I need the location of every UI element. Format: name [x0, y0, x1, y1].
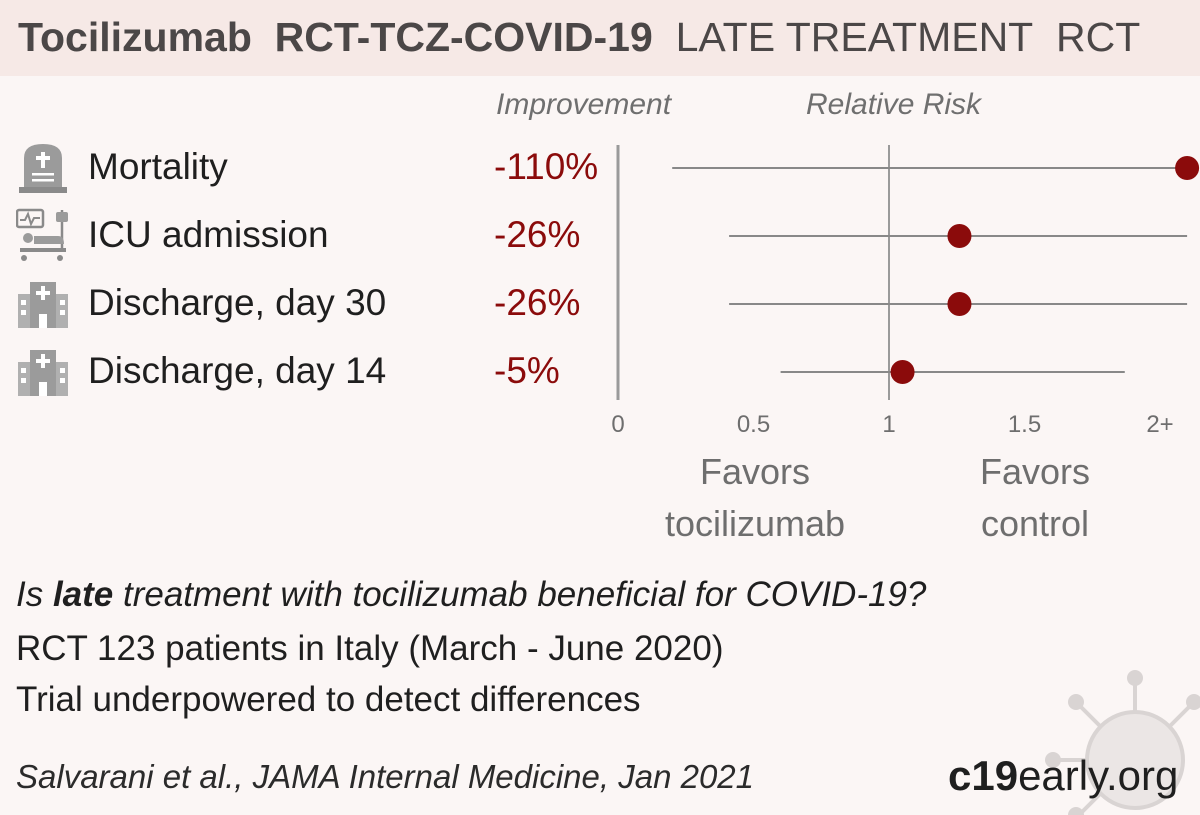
row-label-icu: ICU admission [88, 214, 329, 255]
point-estimate [947, 292, 972, 316]
icu-bed-icon [16, 208, 68, 261]
x-tick-label: 0.5 [737, 411, 770, 438]
virus-watermark-icon [1045, 670, 1200, 815]
improvement-icu: -26% [494, 214, 581, 255]
hospital-icon [18, 282, 68, 328]
improvement-discharge-30: -26% [494, 282, 581, 323]
x-tick-label: 1 [882, 411, 895, 438]
hospital-icon [18, 350, 68, 396]
power-note: Trial underpowered to detect differences [16, 680, 641, 719]
citation: Salvarani et al., JAMA Internal Medicine… [16, 758, 755, 795]
x-tick-label: 2+ [1146, 411, 1173, 438]
page-title: Tocilizumab RCT-TCZ-COVID-19 LATE TREATM… [18, 14, 1140, 61]
favors-left-label: Favors tocilizumab [664, 451, 846, 544]
row-label-discharge-14: Discharge, day 14 [88, 350, 387, 391]
improvement-header: Improvement [496, 88, 672, 121]
trial-summary: RCT 123 patients in Italy (March - June … [16, 629, 724, 668]
title-trial: RCT-TCZ-COVID-19 [274, 14, 653, 60]
row-label-mortality: Mortality [88, 146, 228, 187]
tombstone-icon [19, 144, 67, 193]
title-drug: Tocilizumab [18, 14, 252, 60]
relative-risk-header: Relative Risk [806, 88, 982, 121]
row-label-discharge-30: Discharge, day 30 [88, 282, 387, 323]
improvement-discharge-14: -5% [494, 350, 560, 391]
brand-logo: c19early.org [948, 752, 1179, 799]
header-bar: Tocilizumab RCT-TCZ-COVID-19 LATE TREATM… [0, 0, 1200, 76]
point-estimate [1175, 156, 1200, 180]
title-stage: LATE TREATMENT [675, 14, 1034, 60]
question-text: Is late treatment with tocilizumab benef… [16, 575, 927, 614]
x-tick-label: 0 [611, 411, 624, 438]
favors-right-label: Favors control [979, 451, 1091, 544]
point-estimate [947, 224, 972, 248]
improvement-mortality: -110% [494, 146, 599, 187]
x-tick-label: 1.5 [1008, 411, 1041, 438]
title-design: RCT [1056, 14, 1141, 60]
point-estimate [890, 360, 915, 384]
